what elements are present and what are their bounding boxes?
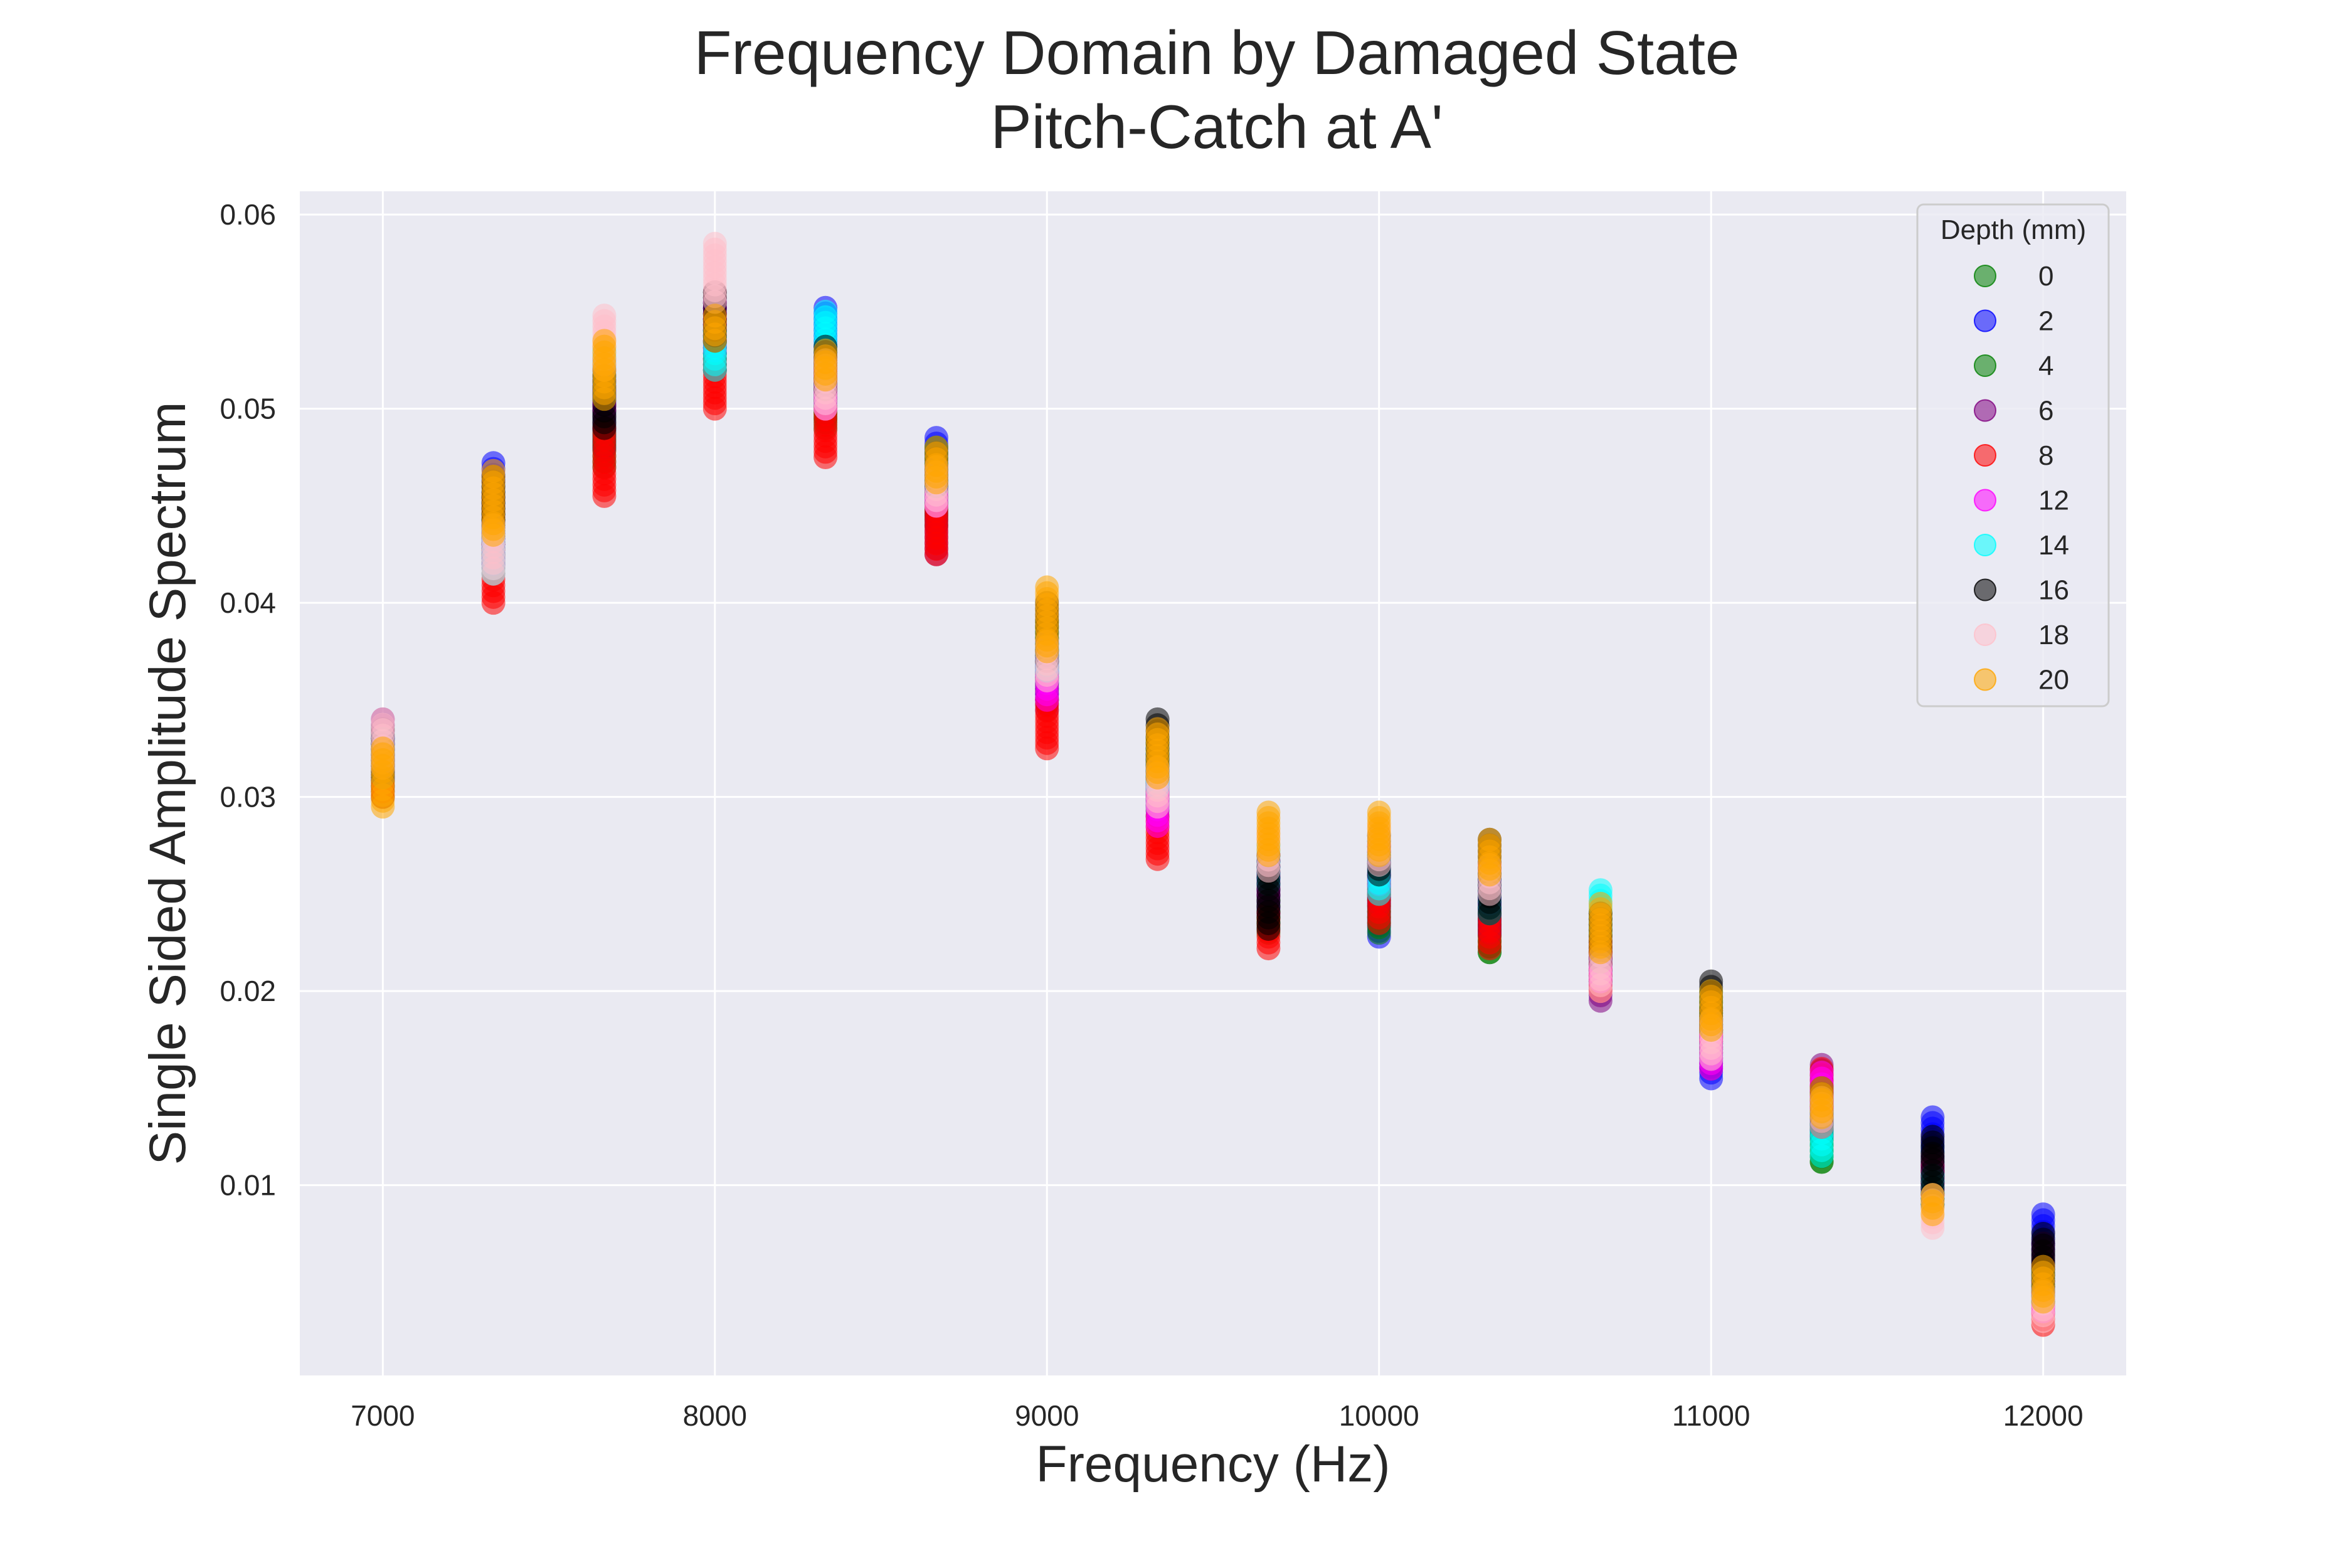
legend-label: 18 bbox=[2038, 620, 2069, 650]
plot-area bbox=[300, 191, 2126, 1375]
legend-label: 16 bbox=[2038, 575, 2069, 606]
data-point bbox=[924, 542, 948, 566]
legend-label: 0 bbox=[2038, 261, 2053, 292]
legend-marker bbox=[1974, 489, 1996, 512]
data-point bbox=[1699, 1047, 1724, 1071]
legend-label: 4 bbox=[2038, 351, 2053, 381]
legend-marker bbox=[1974, 578, 1996, 601]
data-point bbox=[1367, 843, 1391, 867]
data-point bbox=[1367, 911, 1391, 935]
data-points bbox=[371, 231, 2055, 1337]
data-point bbox=[1035, 668, 1059, 692]
legend-marker bbox=[1974, 265, 1996, 287]
legend-items: 0 2 4 6 8 12 14 16 18 20 bbox=[1974, 261, 2069, 696]
data-point bbox=[1145, 847, 1170, 871]
data-point bbox=[1145, 765, 1170, 790]
legend-label: 20 bbox=[2038, 665, 2069, 696]
y-axis-label: Single Sided Amplitude Spectrum bbox=[139, 401, 196, 1165]
y-tick-label: 0.05 bbox=[220, 393, 276, 425]
data-point bbox=[1809, 1105, 1834, 1130]
data-point bbox=[1588, 940, 1613, 965]
data-point bbox=[1478, 936, 1502, 961]
data-point bbox=[1478, 901, 1502, 926]
series-20 bbox=[371, 304, 2055, 1314]
data-point bbox=[481, 561, 506, 586]
grid-lines bbox=[300, 191, 2126, 1375]
y-tick-label: 0.01 bbox=[220, 1169, 276, 1202]
legend-label: 12 bbox=[2038, 485, 2069, 516]
legend: Depth (mm) 0 2 4 6 8 12 14 16 18 20 bbox=[1916, 203, 2110, 707]
y-tick-label: 0.04 bbox=[220, 586, 276, 619]
legend-marker bbox=[1974, 623, 1996, 646]
data-point bbox=[1035, 687, 1059, 712]
data-point bbox=[1256, 936, 1281, 961]
data-point bbox=[702, 396, 727, 421]
x-axis-label: Frequency (Hz) bbox=[1036, 1436, 1390, 1493]
data-point bbox=[924, 470, 948, 495]
legend-label: 2 bbox=[2038, 306, 2053, 337]
x-tick-label: 9000 bbox=[1015, 1399, 1079, 1432]
legend-label: 14 bbox=[2038, 530, 2069, 561]
legend-label: 6 bbox=[2038, 396, 2053, 426]
data-point bbox=[1699, 1018, 1724, 1042]
axis-ticks: 7000 8000 9000 10000 11000 12000 0.01 0.02 0.03 0… bbox=[220, 198, 2083, 1432]
y-tick-label: 0.02 bbox=[220, 975, 276, 1007]
legend-marker bbox=[1974, 399, 1996, 422]
data-point bbox=[1145, 795, 1170, 819]
data-point bbox=[2031, 1309, 2055, 1333]
data-point bbox=[924, 494, 948, 518]
data-point bbox=[813, 368, 838, 392]
y-tick-label: 0.03 bbox=[220, 781, 276, 813]
data-point bbox=[813, 396, 838, 421]
data-point bbox=[1256, 843, 1281, 867]
data-point bbox=[592, 416, 617, 440]
data-point bbox=[1588, 979, 1613, 1004]
legend-marker bbox=[1974, 668, 1996, 691]
data-point bbox=[592, 387, 617, 411]
x-tick-label: 11000 bbox=[1672, 1399, 1751, 1432]
legend-title: Depth (mm) bbox=[1941, 215, 2086, 245]
data-point bbox=[481, 591, 506, 615]
chart-title: Frequency Domain by Damaged State bbox=[694, 18, 1740, 87]
data-point bbox=[1809, 1144, 1834, 1168]
data-point bbox=[2031, 1290, 2055, 1314]
y-tick-label: 0.06 bbox=[220, 198, 276, 231]
data-point bbox=[1920, 1202, 1945, 1227]
legend-box bbox=[1916, 203, 2110, 707]
legend-label: 8 bbox=[2038, 440, 2053, 471]
data-point bbox=[481, 522, 506, 547]
x-tick-label: 10000 bbox=[1339, 1399, 1419, 1432]
data-point bbox=[1478, 882, 1502, 906]
data-point bbox=[592, 484, 617, 508]
data-point bbox=[1035, 639, 1059, 664]
legend-marker bbox=[1974, 309, 1996, 332]
chart-subtitle: Pitch-Catch at A' bbox=[990, 92, 1443, 161]
data-point bbox=[1367, 882, 1391, 906]
legend-marker bbox=[1974, 354, 1996, 377]
data-point bbox=[371, 795, 395, 819]
data-point bbox=[702, 329, 727, 353]
x-tick-label: 7000 bbox=[351, 1399, 415, 1432]
x-tick-label: 12000 bbox=[2003, 1399, 2084, 1432]
legend-marker bbox=[1974, 534, 1996, 556]
data-point bbox=[1035, 736, 1059, 761]
data-point bbox=[702, 358, 727, 382]
x-tick-label: 8000 bbox=[683, 1399, 747, 1432]
data-point bbox=[1478, 862, 1502, 887]
legend-marker bbox=[1974, 444, 1996, 467]
data-point bbox=[813, 445, 838, 470]
data-point bbox=[1256, 917, 1281, 941]
data-point bbox=[1145, 814, 1170, 839]
